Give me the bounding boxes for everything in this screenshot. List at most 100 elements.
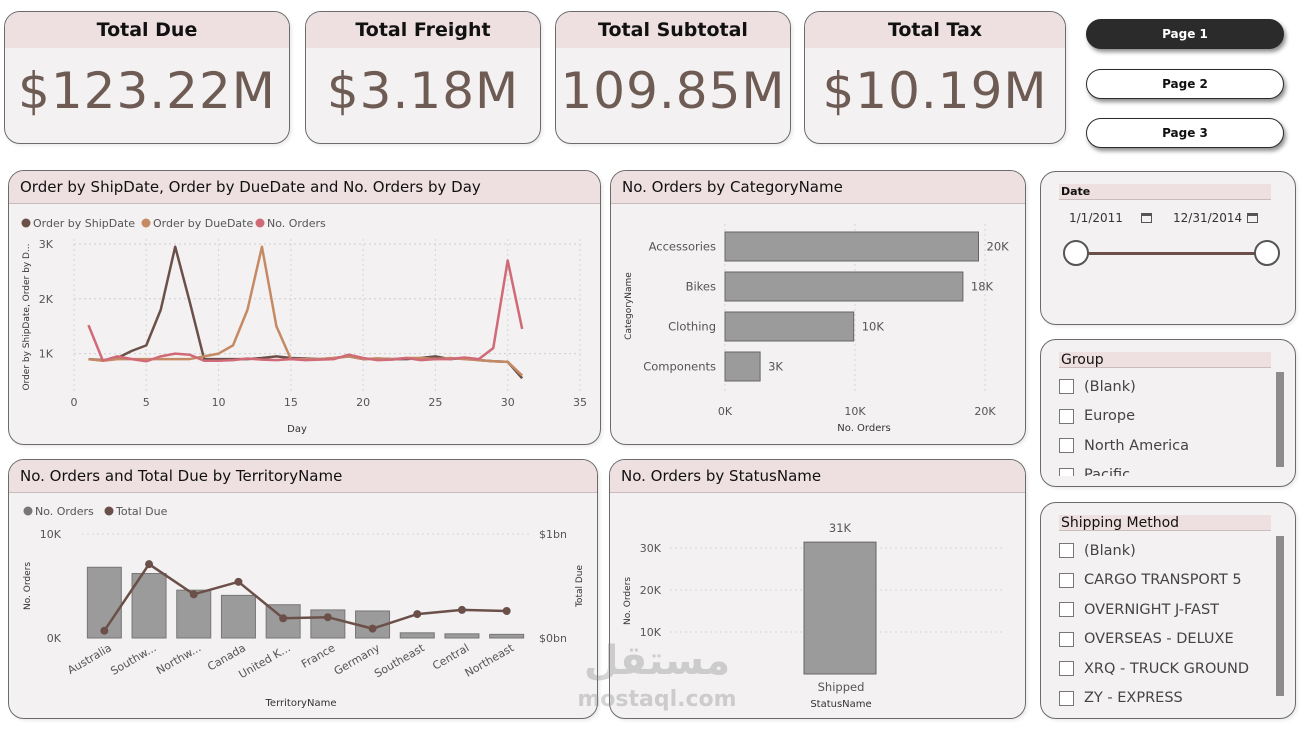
shipping-option[interactable]: XRQ - TRUCK GROUND	[1059, 654, 1285, 684]
checkbox[interactable]	[1059, 543, 1074, 559]
group-option[interactable]: Europe	[1059, 402, 1285, 432]
y-tick-label: 0K	[47, 632, 62, 645]
territory-bar	[399, 632, 435, 639]
legend-marker	[255, 218, 265, 228]
total-due-point	[100, 626, 109, 635]
date-range-track	[1077, 252, 1269, 255]
category-label: Bikes	[686, 280, 716, 294]
x-axis-label: TerritoryName	[265, 698, 337, 709]
x-tick-label: 15	[284, 396, 298, 409]
category-bar	[724, 311, 855, 342]
calendar-icon[interactable]	[1141, 213, 1152, 223]
checkbox[interactable]	[1059, 602, 1074, 618]
group-scrollbar[interactable]	[1276, 372, 1284, 467]
data-label: 10K	[862, 320, 885, 334]
calendar-icon[interactable]	[1247, 213, 1258, 223]
status-chart: 10K 20K 30K No. Orders 31K Shipped StatusName	[623, 521, 1005, 710]
total-due-point	[145, 560, 154, 569]
page-2-button[interactable]: Page 2	[1086, 69, 1284, 99]
kpi-title: Total Due	[5, 12, 289, 48]
checkbox[interactable]	[1059, 631, 1074, 647]
group-slicer: Group (Blank) Europe North America Pacif…	[1040, 339, 1296, 487]
y-right-tick-label: $1bn	[539, 528, 567, 541]
x-tick-label: 10	[212, 396, 226, 409]
date-slicer-title: Date	[1059, 184, 1271, 200]
category-chart-card: No. Orders by CategoryName 0K 10K 20K No. O…	[610, 170, 1026, 445]
kpi-value: $123.22M	[18, 62, 276, 120]
y-tick-label: 20K	[640, 584, 662, 597]
x-tick-label: 10K	[844, 405, 866, 418]
legend-label: Total Due	[115, 505, 168, 518]
total-due-point	[279, 614, 288, 623]
x-axis-label: Day	[287, 424, 307, 435]
shipping-option[interactable]: (Blank)	[1059, 536, 1285, 566]
x-tick-label: 35	[573, 396, 587, 409]
total-due-point	[413, 610, 422, 619]
page-3-button[interactable]: Page 3	[1086, 118, 1284, 148]
checkbox[interactable]	[1059, 661, 1074, 677]
x-axis-label: No. Orders	[837, 423, 890, 434]
page-1-button[interactable]: Page 1	[1086, 19, 1284, 49]
total-due-point	[323, 613, 332, 622]
checkbox[interactable]	[1059, 408, 1074, 424]
checkbox[interactable]	[1059, 379, 1074, 395]
data-label: 18K	[971, 280, 994, 294]
x-tick-label: 25	[428, 396, 442, 409]
kpi-card-total-subtotal: Total Subtotal 109.85M	[555, 11, 791, 144]
shipping-scrollbar[interactable]	[1276, 536, 1284, 696]
checkbox[interactable]	[1059, 572, 1074, 588]
group-option[interactable]: Pacific	[1059, 461, 1285, 476]
legend-label: Order by DueDate	[153, 217, 253, 230]
territory-chart-title: No. Orders and Total Due by TerritoryNam…	[9, 460, 597, 493]
category-label: Components	[643, 360, 716, 374]
kpi-title: Total Subtotal	[556, 12, 790, 48]
territory-label: Northeast	[463, 641, 517, 680]
date-range-end-handle[interactable]	[1254, 240, 1280, 266]
territory-label: Southeast	[372, 641, 427, 680]
territory-chart-card: No. Orders and Total Due by TerritoryNam…	[8, 459, 598, 719]
kpi-value: $3.18M	[326, 62, 520, 120]
status-label: Shipped	[818, 680, 865, 694]
legend-label: No. Orders	[267, 217, 326, 230]
series-line	[87, 259, 524, 363]
group-option[interactable]: (Blank)	[1059, 372, 1285, 402]
option-label: ZY - EXPRESS	[1084, 690, 1183, 707]
legend-label: Order by ShipDate	[33, 217, 135, 230]
option-label: XRQ - TRUCK GROUND	[1084, 660, 1250, 677]
date-range-start-handle[interactable]	[1063, 240, 1089, 266]
y-tick-label: 10K	[40, 528, 62, 541]
shipping-option[interactable]: OVERSEAS - DELUXE	[1059, 625, 1285, 655]
checkbox[interactable]	[1059, 467, 1074, 476]
x-axis-label: StatusName	[810, 699, 871, 710]
total-due-point	[189, 590, 198, 599]
status-bar	[803, 541, 877, 675]
shipping-method-slicer: Shipping Method (Blank) CARGO TRANSPORT …	[1040, 502, 1296, 719]
end-date-value: 12/31/2014	[1173, 211, 1243, 225]
shipping-option[interactable]: ZY - EXPRESS	[1059, 684, 1285, 714]
legend-marker	[141, 218, 151, 228]
y-tick-label: 1K	[39, 348, 54, 361]
x-tick-label: 0	[71, 396, 78, 409]
total-due-point	[457, 605, 466, 614]
option-label: OVERSEAS - DELUXE	[1084, 631, 1234, 648]
kpi-card-total-freight: Total Freight $3.18M	[305, 11, 541, 144]
shipping-slicer-title: Shipping Method	[1059, 515, 1271, 531]
option-label: North America	[1084, 437, 1189, 454]
legend-marker	[21, 218, 31, 228]
series-line	[88, 245, 524, 377]
option-label: (Blank)	[1084, 542, 1136, 559]
territory-bar	[220, 594, 256, 639]
shipping-option[interactable]: OVERNIGHT J-FAST	[1059, 595, 1285, 625]
shipping-option[interactable]: CARGO TRANSPORT 5	[1059, 566, 1285, 596]
end-date-input[interactable]: 12/31/2014	[1163, 205, 1273, 231]
kpi-value: 109.85M	[560, 62, 786, 120]
checkbox[interactable]	[1059, 690, 1074, 706]
territory-chart: 0K 10K $0bn $1bn No. Orders Total Due Territor…	[23, 505, 585, 709]
y-right-tick-label: $0bn	[539, 632, 567, 645]
checkbox[interactable]	[1059, 438, 1074, 454]
start-date-input[interactable]: 1/1/2011	[1059, 205, 1155, 231]
group-option[interactable]: North America	[1059, 431, 1285, 461]
y-tick-label: 2K	[39, 293, 54, 306]
x-tick-label: 0K	[718, 405, 733, 418]
status-chart-card: No. Orders by StatusName 10K 20K 30K No. Or…	[609, 459, 1026, 719]
